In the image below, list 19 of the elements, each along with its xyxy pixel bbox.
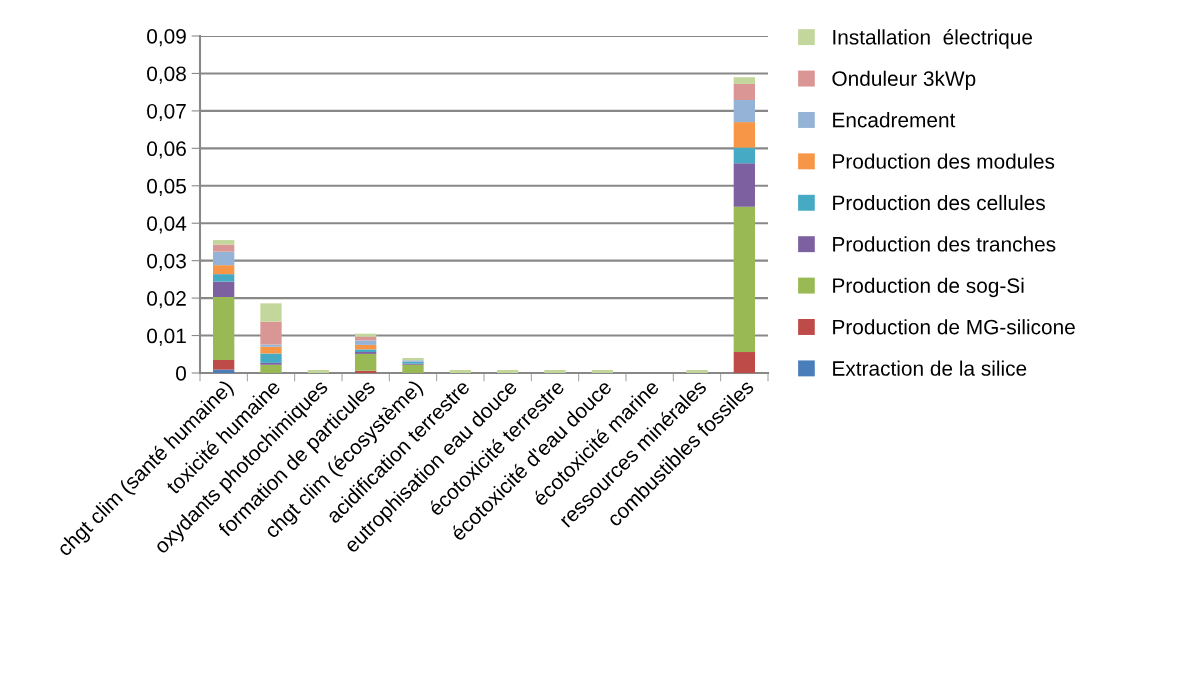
- legend-label: Extraction de la silice: [833, 360, 1027, 376]
- legend-label: Onduleur 3kWp: [832, 70, 976, 91]
- y-tick-label: 0,05: [147, 178, 186, 196]
- y-tick-label: 0: [176, 366, 186, 381]
- legend-label: Encadrement: [833, 112, 956, 128]
- y-tick-label: 0,06: [147, 141, 186, 159]
- legend-label: Production des tranches: [833, 236, 1056, 252]
- y-tick-label: 0,08: [147, 66, 186, 84]
- legend-label: Production des modules: [833, 153, 1055, 169]
- y-tick-label: 0,03: [147, 253, 186, 271]
- y-tick-label: 0,07: [147, 103, 186, 122]
- y-tick-label: 0,02: [147, 291, 186, 309]
- legend-label: Production de MG-silicone: [833, 319, 1075, 335]
- y-tick-label: 0,04: [147, 216, 187, 234]
- legend-label: Installation électrique: [833, 29, 1033, 49]
- legend-label: Production des cellules: [833, 194, 1045, 211]
- legend-label: Production de sog-Si: [833, 277, 1024, 298]
- y-tick-label: 0,01: [147, 328, 186, 346]
- y-tick-label: 0,09: [147, 29, 186, 47]
